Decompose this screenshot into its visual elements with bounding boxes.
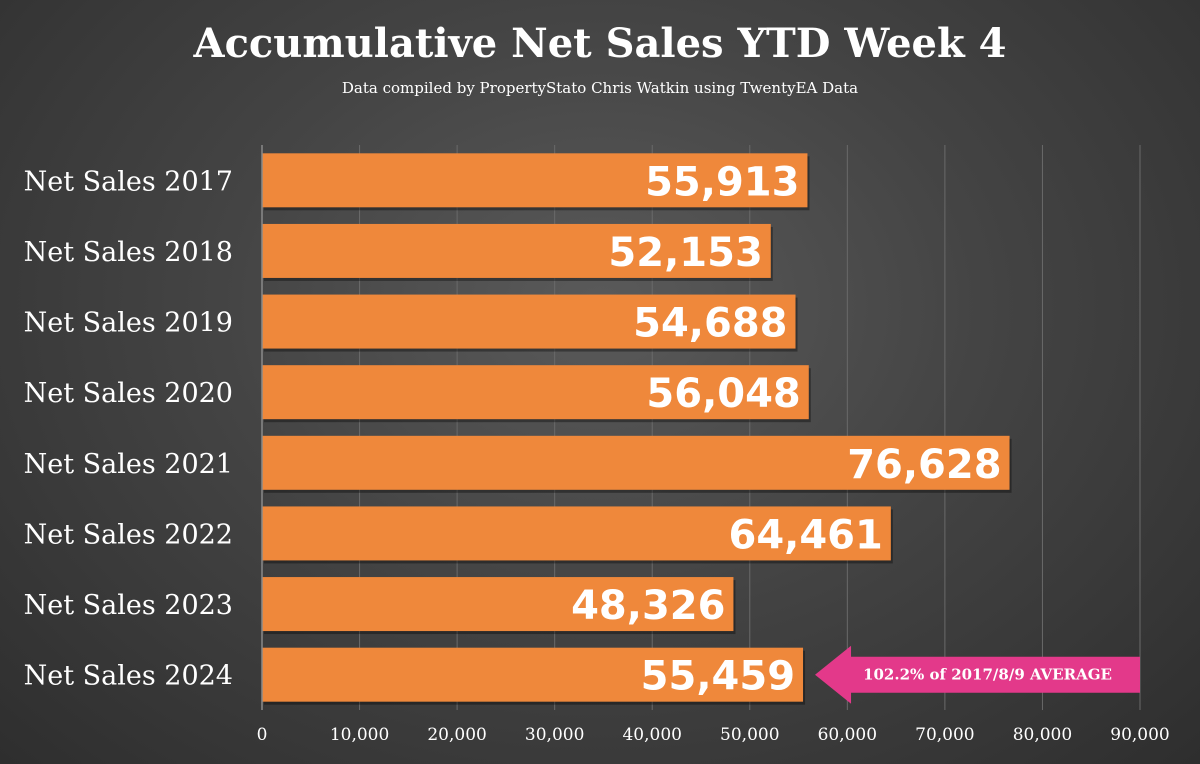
callout-arrow <box>815 645 1140 704</box>
bar <box>262 294 796 349</box>
data-label: 76,628 <box>847 442 1001 488</box>
data-label: 56,048 <box>646 371 800 417</box>
bar <box>262 223 771 278</box>
x-tick-label: 0 <box>257 725 268 745</box>
category-label: Net Sales 2021 <box>24 449 233 480</box>
category-label: Net Sales 2022 <box>24 519 233 550</box>
category-label: Net Sales 2024 <box>24 661 233 692</box>
category-label: Net Sales 2023 <box>24 590 233 621</box>
data-label: 52,153 <box>608 230 762 276</box>
bar <box>262 506 891 561</box>
bar <box>262 577 734 632</box>
x-axis-ticks: 0 10,000 20,000 30,000 40,000 50,000 60,000 70,… <box>257 725 1170 745</box>
x-tick-label: 30,000 <box>525 725 584 745</box>
category-label: Net Sales 2019 <box>24 308 233 339</box>
value-labels: 55,913 52,153 54,688 56,048 76,628 64,46148,3… <box>571 159 1001 699</box>
data-label: 64,461 <box>728 512 882 558</box>
x-tick-label: 40,000 <box>622 725 681 745</box>
data-label: 48,326 <box>571 583 725 629</box>
chart-title: Accumulative Net Sales YTD Week 4 <box>193 20 1007 67</box>
x-tick-label: 50,000 <box>720 725 779 745</box>
bar <box>262 435 1010 490</box>
bars <box>262 153 1012 705</box>
x-tick-label: 10,000 <box>330 725 389 745</box>
callout-text: 102.2% of 2017/8/9 AVERAGE <box>863 666 1112 684</box>
bar <box>262 153 808 208</box>
x-tick-label: 80,000 <box>1013 725 1072 745</box>
bar <box>262 365 809 420</box>
data-label: 55,459 <box>641 654 795 700</box>
category-label: Net Sales 2018 <box>24 237 233 268</box>
data-label: 55,913 <box>645 159 799 205</box>
data-label: 54,688 <box>633 301 787 347</box>
x-tick-label: 70,000 <box>915 725 974 745</box>
x-tick-label: 60,000 <box>818 725 877 745</box>
chart-subtitle: Data compiled by PropertyStato Chris Wat… <box>342 79 858 97</box>
category-label: Net Sales 2020 <box>24 378 233 409</box>
bar <box>262 647 804 702</box>
x-tick-label: 20,000 <box>427 725 486 745</box>
category-label: Net Sales 2017 <box>24 166 233 197</box>
average-callout: 102.2% of 2017/8/9 AVERAGE <box>815 645 1140 704</box>
x-tick-label: 90,000 <box>1110 725 1169 745</box>
category-labels: Net Sales 2017 Net Sales 2018 Net Sales 20… <box>24 166 233 691</box>
